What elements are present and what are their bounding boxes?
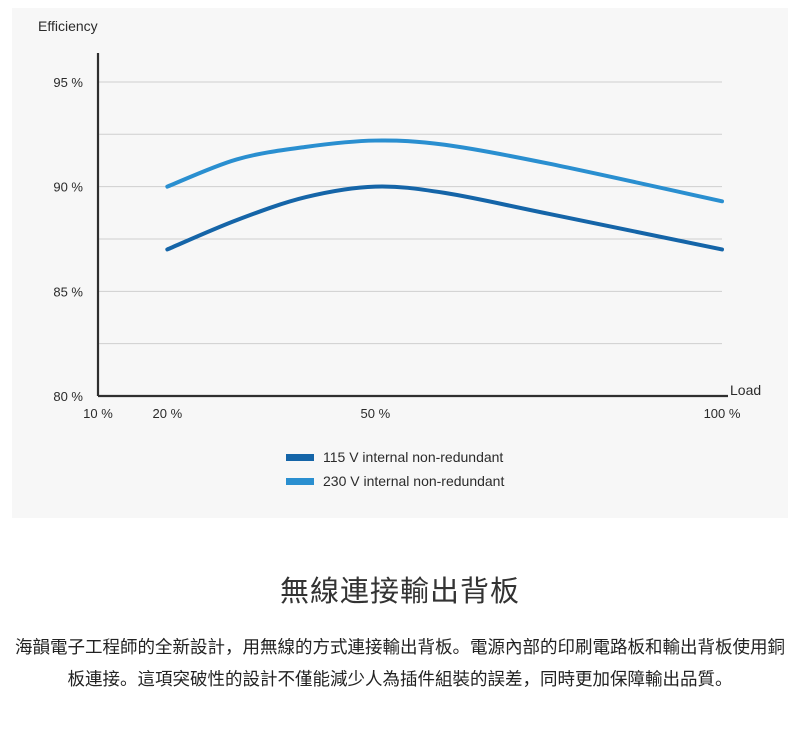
chart-panel: 80 % 85 % 90 % 95 % 10 % 20 % 50 % 100 % Efficie… (12, 8, 788, 518)
legend-swatch (286, 454, 314, 461)
y-tick-label: 85 % (53, 284, 83, 299)
legend-label: 115 V internal non-redundant (323, 449, 503, 465)
legend-swatch (286, 478, 314, 485)
y-tick-label: 80 % (53, 389, 83, 404)
x-tick-label: 20 % (153, 406, 183, 421)
section-body: 海韻電子工程師的全新設計，用無線的方式連接輸出背板。電源內部的印刷電路板和輸出背… (15, 638, 785, 690)
x-tick-label: 100 % (704, 406, 741, 421)
series-line-2 (165, 138, 724, 204)
legend-label: 230 V internal non-redundant (323, 473, 504, 489)
section-title: 無線連接輸出背板 (279, 574, 520, 608)
y-tick-label: 95 % (53, 75, 83, 90)
efficiency-chart: 80 % 85 % 90 % 95 % 10 % 20 % 50 % 100 % Efficie… (38, 18, 761, 489)
x-tick-label: 50 % (361, 406, 391, 421)
x-axis-title: Load (730, 382, 761, 398)
x-tick-label: 10 % (83, 406, 113, 421)
y-axis-title: Efficiency (38, 18, 98, 34)
y-tick-label: 90 % (53, 180, 83, 195)
series-line-1 (165, 184, 724, 252)
